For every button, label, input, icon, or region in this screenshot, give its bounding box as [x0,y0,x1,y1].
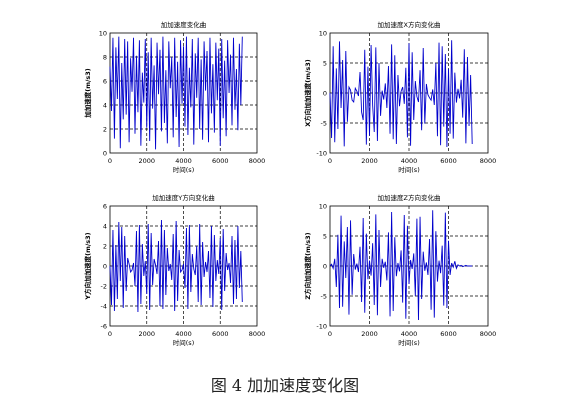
x-tick-label: 0 [108,330,112,338]
x-tick-label: 8000 [249,157,266,165]
y-tick-label: 0 [323,90,327,98]
chart-title: 加加速度变化曲 [161,20,207,29]
series-line [329,210,473,321]
chart-panel-4: 0 2000 4000 6000 8000 -10 -5 0 5 10 加加速度Z方向变化曲时间(s… [303,193,496,347]
chart-title: 加加速度Y方向变化曲 [152,193,214,202]
x-tick-label: 0 [108,157,112,165]
x-tick-label: 6000 [212,330,229,338]
x-axis-label: 时间(s) [398,165,419,174]
y-tick-label: -10 [316,323,327,331]
y-tick-label: 10 [319,203,327,211]
y-tick-label: 8 [103,54,107,62]
x-tick-label: 2000 [361,330,378,338]
y-tick-label: 5 [323,233,327,241]
y-tick-label: 0 [103,263,107,271]
y-tick-label: -6 [101,323,107,331]
y-tick-label: 0 [103,150,107,158]
y-tick-label: 6 [103,78,107,86]
x-tick-label: 2000 [138,330,155,338]
x-tick-label: 2000 [361,157,378,165]
y-tick-label: 2 [103,243,107,251]
y-tick-label: 5 [323,60,327,68]
y-axis-label: 加加速度(m/s3) [83,68,92,119]
x-axis-label: 时间(s) [398,338,419,347]
y-axis-label: Z方向加加速度(m/s3) [303,232,312,299]
y-tick-label: -4 [101,303,107,311]
x-tick-label: 4000 [175,330,192,338]
x-axis-label: 时间(s) [173,338,194,347]
chart-title: 加加速度Z方向变化曲 [378,193,441,202]
y-tick-label: 10 [99,30,107,38]
figure-caption: 图 4 加加速度变化图 [210,376,360,395]
y-tick-label: -10 [316,150,327,158]
x-tick-label: 8000 [249,330,266,338]
chart-panel-3: 0 2000 4000 6000 8000 -6 -4 -2 0 2 4 6 加加速度Y方向变化曲时间(… [83,193,265,347]
series-line [329,40,473,148]
y-tick-label: -5 [321,293,327,301]
series-line [109,219,243,313]
x-tick-label: 0 [328,330,332,338]
y-axis-label: X方向加加速度(m/s3) [303,59,312,127]
y-tick-label: -2 [101,283,107,291]
x-tick-label: 4000 [401,157,418,165]
x-tick-label: 6000 [440,330,457,338]
chart-panel-2: 0 2000 4000 6000 8000 -10 -5 0 5 10 加加速度X方向变化曲时间(s… [303,20,496,174]
x-tick-label: 8000 [480,157,497,165]
x-tick-label: 4000 [175,157,192,165]
y-tick-label: 2 [103,126,107,134]
y-tick-label: 10 [319,30,327,38]
y-tick-label: 0 [323,263,327,271]
y-tick-label: 4 [103,223,107,231]
x-tick-label: 8000 [480,330,497,338]
x-tick-label: 6000 [440,157,457,165]
y-tick-label: 6 [103,203,107,211]
y-tick-label: -5 [321,120,327,128]
x-tick-label: 2000 [138,157,155,165]
series-line [109,36,243,150]
chart-title: 加加速度X方向变化曲 [378,20,441,29]
x-tick-label: 4000 [401,330,418,338]
x-axis-label: 时间(s) [173,165,194,174]
y-axis-label: Y方向加加速度(m/s3) [83,232,92,300]
x-tick-label: 6000 [212,157,229,165]
y-tick-label: 4 [103,102,107,110]
x-tick-label: 0 [328,157,332,165]
